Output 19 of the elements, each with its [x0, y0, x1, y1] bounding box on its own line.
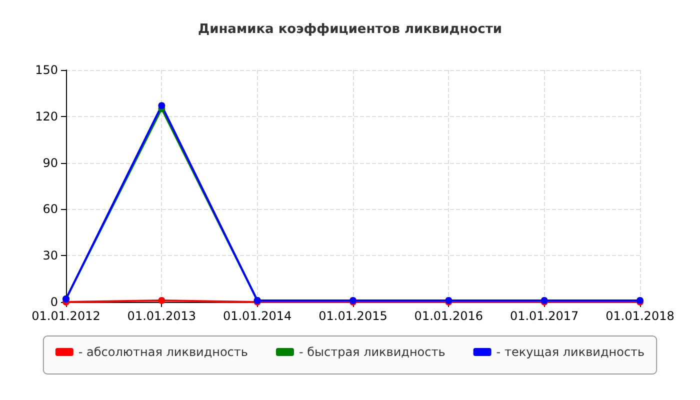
y-tick-label: 120 — [35, 109, 58, 124]
x-tick-label: 01.01.2018 — [606, 309, 674, 323]
legend-label: - быстрая ликвидность — [298, 345, 446, 359]
x-tick-label: 01.01.2015 — [318, 309, 388, 323]
y-tick-label: 0 — [50, 295, 58, 309]
legend-label: - абсолютная ликвидность — [78, 345, 248, 359]
x-tick-label: 01.01.2017 — [510, 309, 579, 323]
y-tick-label: 90 — [42, 156, 58, 170]
y-tick-label: 30 — [42, 248, 58, 263]
x-tick-label: 01.01.2014 — [222, 309, 292, 323]
point — [158, 296, 166, 304]
chart-title: Динамика коэффициентов ликвидности — [198, 22, 502, 37]
legend-label: - текущая ликвидность — [496, 345, 645, 359]
y-tick-label: 150 — [35, 63, 58, 77]
x-tick-label: 01.01.2016 — [414, 309, 484, 323]
x-tick-label: 01.01.2013 — [127, 309, 196, 323]
x-tick-label: 01.01.2012 — [32, 309, 100, 323]
y-tick-label: 60 — [42, 202, 58, 216]
point — [158, 102, 166, 110]
